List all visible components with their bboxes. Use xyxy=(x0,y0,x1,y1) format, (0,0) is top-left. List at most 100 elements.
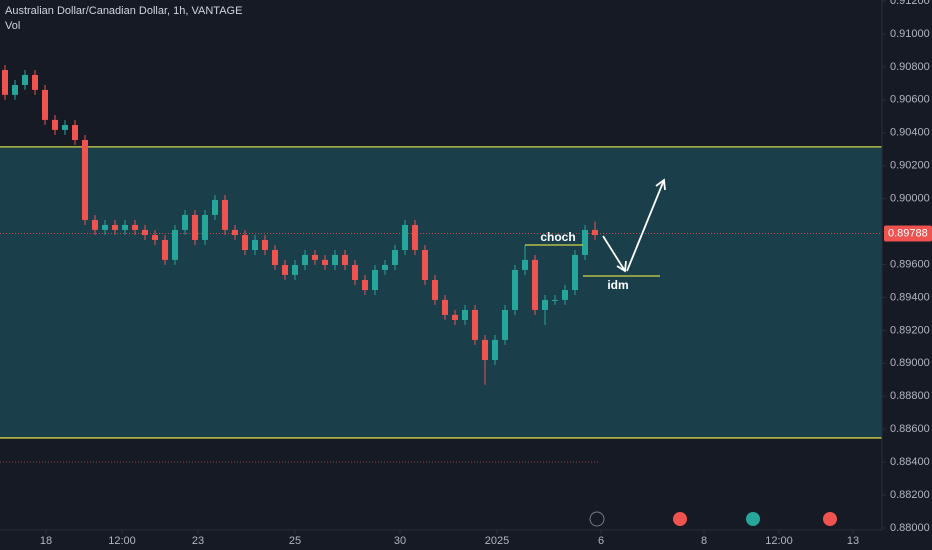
candle xyxy=(502,305,508,345)
zone xyxy=(0,146,882,438)
candle xyxy=(442,294,448,320)
candle-body xyxy=(122,224,128,230)
candle xyxy=(172,224,178,265)
candle-body xyxy=(102,224,108,230)
candle xyxy=(482,334,488,385)
candle xyxy=(362,275,368,295)
candle-body xyxy=(232,229,238,236)
y-tick-label: 0.89400 xyxy=(890,291,930,303)
candle-body xyxy=(12,84,18,95)
candle-body xyxy=(272,250,278,265)
candle-body xyxy=(322,259,328,265)
candle xyxy=(302,250,308,270)
icon xyxy=(589,511,605,527)
candle-body xyxy=(382,265,388,270)
arrow-head xyxy=(616,260,627,273)
candle-body xyxy=(342,254,348,265)
candle-body xyxy=(162,239,168,260)
candle-body xyxy=(212,199,218,215)
candle-body xyxy=(42,89,48,120)
candle-body xyxy=(82,139,88,221)
icons xyxy=(589,511,605,527)
x-tick-label: 12:00 xyxy=(108,535,136,547)
candle xyxy=(462,305,468,325)
candle xyxy=(342,250,348,270)
candle-body xyxy=(442,299,448,315)
candle-body xyxy=(282,265,288,275)
candle xyxy=(132,220,138,235)
candle-body xyxy=(452,314,458,321)
candle-body xyxy=(62,125,68,130)
candle xyxy=(472,305,478,345)
candle xyxy=(352,260,358,285)
candle xyxy=(332,250,338,270)
candle-body xyxy=(392,250,398,265)
candle-body xyxy=(522,259,528,270)
candle-body xyxy=(92,220,98,230)
candle-body xyxy=(202,214,208,240)
candle-body xyxy=(52,119,58,130)
candle-body xyxy=(362,279,368,291)
x-tick-label: 18 xyxy=(40,535,52,547)
candle xyxy=(222,195,228,235)
candle-body xyxy=(512,269,518,310)
candle xyxy=(572,250,578,295)
candle-body xyxy=(482,339,488,361)
candle xyxy=(212,195,218,220)
candle-body xyxy=(192,214,198,240)
candle-body xyxy=(132,224,138,230)
candle xyxy=(382,260,388,275)
candle xyxy=(192,209,198,245)
candle xyxy=(522,245,528,275)
x-tick-label: 2025 xyxy=(485,535,509,547)
last-price-label: 0.89788 xyxy=(888,227,928,239)
candle xyxy=(2,65,8,100)
candle xyxy=(562,285,568,305)
arrow-head xyxy=(655,178,666,191)
candle-body xyxy=(332,254,338,265)
candle xyxy=(422,245,428,285)
candle xyxy=(102,220,108,235)
candle-body xyxy=(562,290,568,300)
candle-body xyxy=(572,254,578,291)
candle-body xyxy=(182,214,188,230)
x-tick-label: 25 xyxy=(289,535,301,547)
y-tick-label: 0.91000 xyxy=(890,28,930,40)
candle xyxy=(262,235,268,255)
candle xyxy=(12,80,18,100)
arrows xyxy=(602,178,666,273)
candle-body xyxy=(312,254,318,260)
y-tick-label: 0.90000 xyxy=(890,193,930,205)
y-tick-label: 0.88200 xyxy=(890,489,930,501)
candle-body xyxy=(542,299,548,310)
candle xyxy=(232,224,238,240)
x-tick-label: 8 xyxy=(701,535,707,547)
candle xyxy=(292,260,298,280)
candle xyxy=(112,220,118,235)
candle-body xyxy=(412,224,418,251)
y-tick-label: 0.88400 xyxy=(890,456,930,468)
candle-body xyxy=(172,229,178,260)
annotation: choch xyxy=(540,230,575,244)
candle-body xyxy=(262,239,268,251)
candle xyxy=(252,235,258,255)
candle xyxy=(62,120,68,135)
candle-body xyxy=(302,254,308,265)
icon xyxy=(746,512,760,526)
candle-body xyxy=(462,309,468,321)
candle-body xyxy=(222,199,228,230)
x-tick-label: 6 xyxy=(598,535,604,547)
candle xyxy=(322,254,328,270)
y-tick-label: 0.89600 xyxy=(890,258,930,270)
annotation: idm xyxy=(607,278,628,292)
candle xyxy=(72,120,78,145)
candle-body xyxy=(472,309,478,340)
candle-body xyxy=(592,229,598,236)
icon xyxy=(823,512,837,526)
candle-body xyxy=(32,74,38,90)
candle xyxy=(242,230,248,255)
candle xyxy=(412,220,418,255)
candle-body xyxy=(552,299,558,301)
y-tick-label: 0.88600 xyxy=(890,423,930,435)
candle-body xyxy=(292,265,298,275)
